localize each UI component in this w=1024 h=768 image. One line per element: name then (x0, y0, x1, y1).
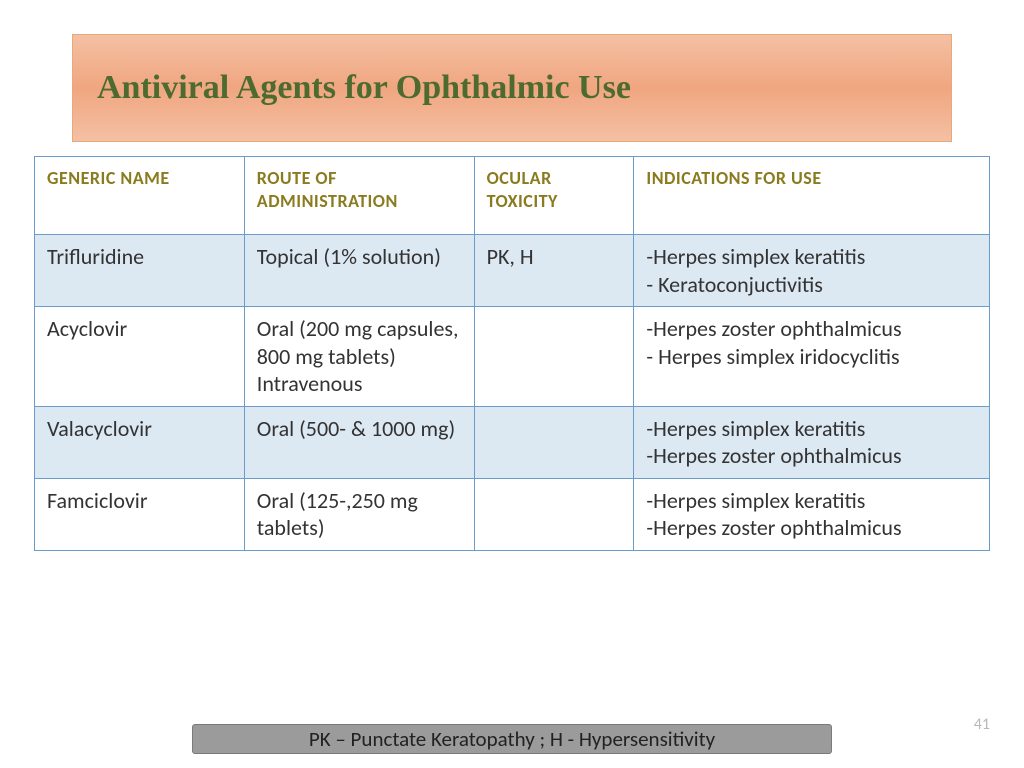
legend-footer: PK – Punctate Keratopathy ; H - Hypersen… (192, 724, 832, 754)
title-banner: Antiviral Agents for Ophthalmic Use (72, 34, 952, 142)
cell-indications: -Herpes zoster ophthalmicus - Herpes sim… (634, 307, 990, 407)
cell-generic: Trifluridine (35, 235, 245, 307)
cell-ocular: PK, H (474, 235, 634, 307)
cell-ocular (474, 406, 634, 478)
col-header-generic: Generic Name (35, 157, 245, 235)
cell-generic: Valacyclovir (35, 406, 245, 478)
cell-ocular (474, 478, 634, 550)
cell-generic: Acyclovir (35, 307, 245, 407)
cell-route: Oral (200 mg capsules, 800 mg tablets) I… (244, 307, 474, 407)
cell-ocular (474, 307, 634, 407)
table-row: Acyclovir Oral (200 mg capsules, 800 mg … (35, 307, 990, 407)
table-row: Famciclovir Oral (125-,250 mg tablets) -… (35, 478, 990, 550)
cell-route: Oral (125-,250 mg tablets) (244, 478, 474, 550)
col-header-route: Route of Administration (244, 157, 474, 235)
table-row: Valacyclovir Oral (500- & 1000 mg) -Herp… (35, 406, 990, 478)
col-header-ocular: Ocular Toxicity (474, 157, 634, 235)
table-row: Trifluridine Topical (1% solution) PK, H… (35, 235, 990, 307)
cell-indications: -Herpes simplex keratitis -Herpes zoster… (634, 406, 990, 478)
table-header-row: Generic Name Route of Administration Ocu… (35, 157, 990, 235)
cell-route: Oral (500- & 1000 mg) (244, 406, 474, 478)
antiviral-table: Generic Name Route of Administration Ocu… (34, 156, 990, 551)
page-number: 41 (974, 715, 990, 734)
col-header-indications: Indications for Use (634, 157, 990, 235)
page-title: Antiviral Agents for Ophthalmic Use (97, 69, 631, 107)
cell-indications: -Herpes simplex keratitis - Keratoconjuc… (634, 235, 990, 307)
cell-route: Topical (1% solution) (244, 235, 474, 307)
cell-generic: Famciclovir (35, 478, 245, 550)
cell-indications: -Herpes simplex keratitis -Herpes zoster… (634, 478, 990, 550)
